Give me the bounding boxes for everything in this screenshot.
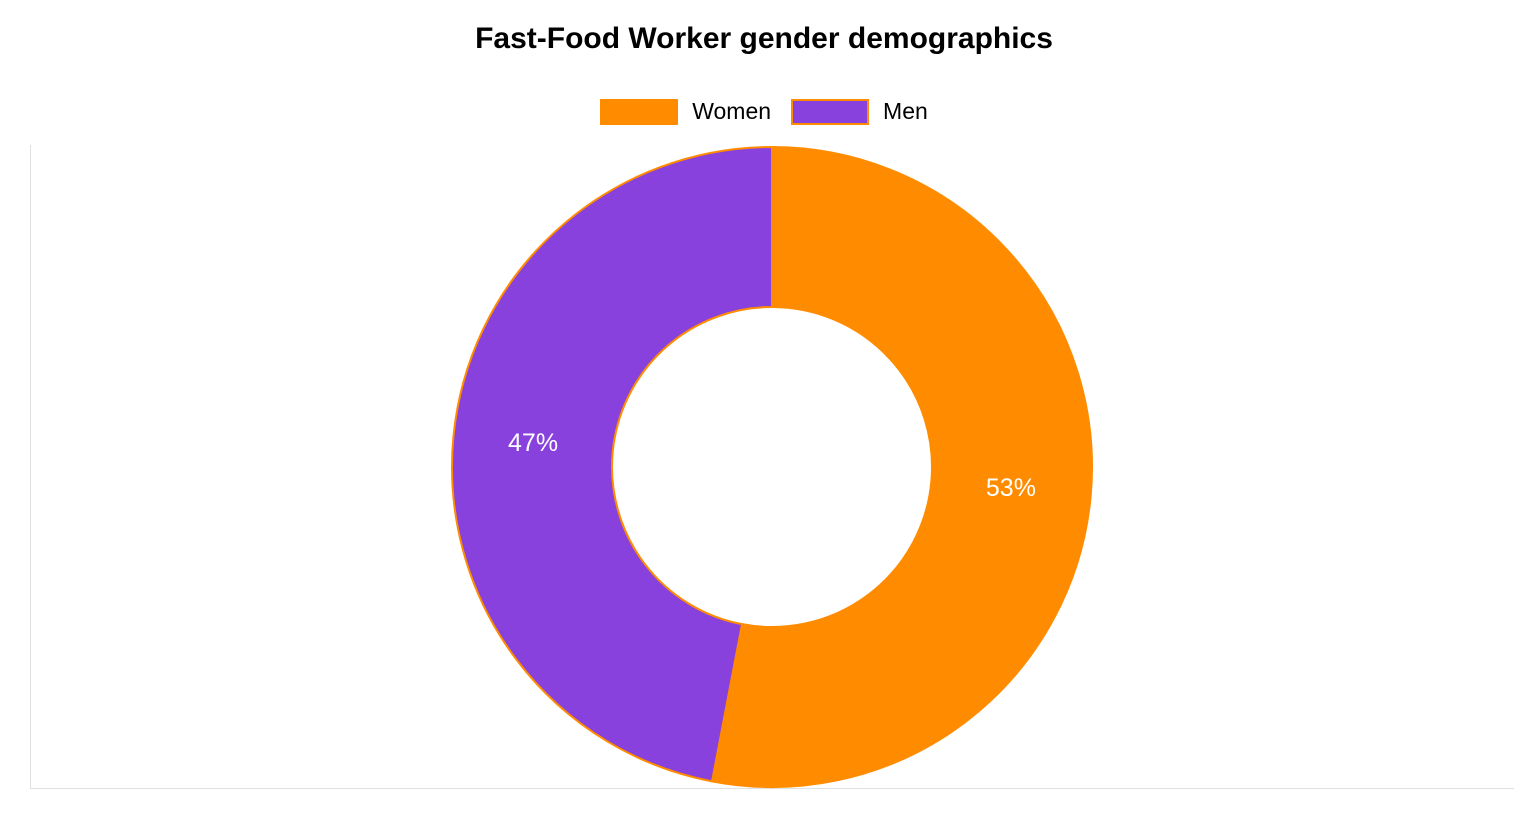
- chart-left-border: [30, 145, 31, 789]
- legend-label-women: Women: [692, 98, 772, 124]
- legend-swatch-women: [600, 98, 679, 125]
- legend-item-men[interactable]: Men: [791, 98, 928, 125]
- legend-swatch-men: [791, 98, 870, 125]
- donut-slice-women[interactable]: [710, 145, 1093, 788]
- legend-item-women[interactable]: Women: [600, 98, 771, 125]
- chart-bottom-border: [30, 788, 1514, 789]
- slice-label-women: 53%: [986, 474, 1036, 502]
- donut-slice-men[interactable]: [451, 145, 773, 783]
- slice-label-men: 47%: [508, 429, 558, 457]
- chart-legend: Women Men: [0, 98, 1528, 125]
- legend-label-men: Men: [883, 98, 928, 124]
- chart-title: Fast-Food Worker gender demographics: [475, 22, 1053, 55]
